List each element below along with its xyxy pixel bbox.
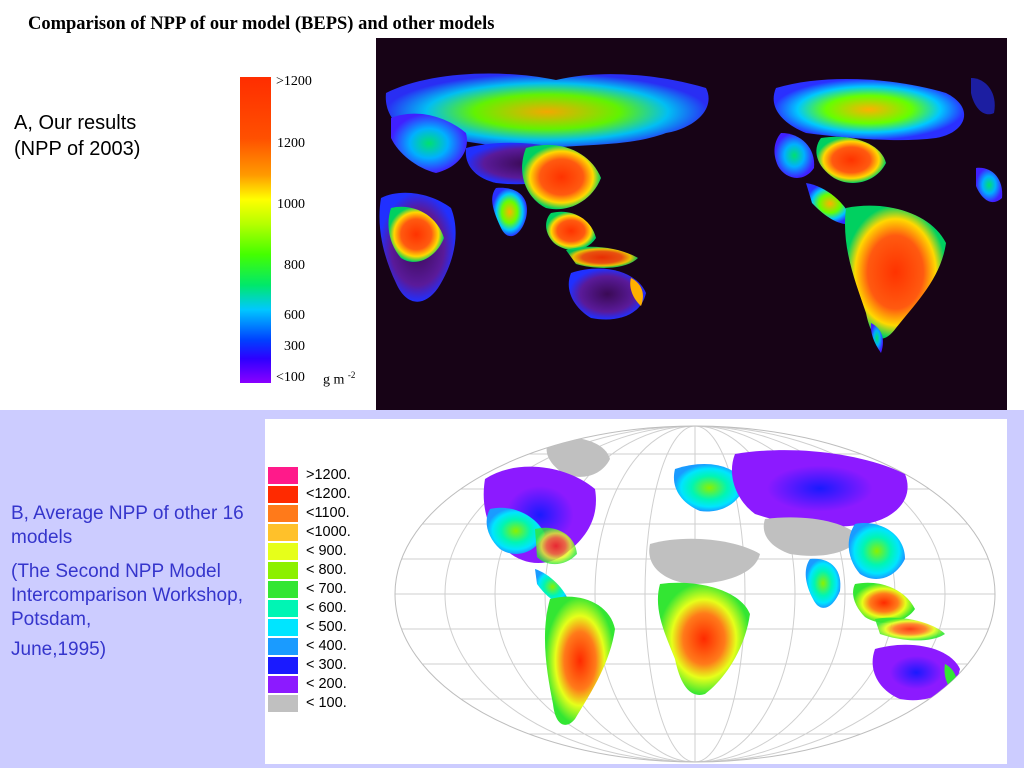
legend-swatch [268,467,298,484]
legend-swatch [268,638,298,655]
legend-swatch [268,581,298,598]
legend-swatch [268,600,298,617]
legend-swatch [268,676,298,693]
legend-label: < 700. [306,581,347,597]
legend-swatch [268,562,298,579]
panel-b-label: B, Average NPP of other 16 models (The S… [11,502,251,662]
panel-a-label: A, Our results (NPP of 2003) [14,110,140,162]
colorbar-unit-base: g m [323,372,345,388]
legend-label: < 900. [306,543,347,559]
legend-swatch [268,695,298,712]
legend-label: <1200. [306,486,351,502]
legend-label: <1100. [306,505,350,521]
colorbar-tick: 1000 [277,197,305,212]
beps-npp-map [376,38,1007,410]
legend-label: < 500. [306,619,347,635]
legend-swatch [268,657,298,674]
colorbar-tick: 300 [284,339,305,354]
legend-swatch [268,486,298,503]
legend-label: >1200. [306,467,351,483]
legend-swatch [268,619,298,636]
potsdam-npp-map [265,419,1007,764]
panel-b-label-line1: B, Average NPP of other 16 models [11,503,244,548]
potsdam-npp-map-graphic [394,425,996,763]
panel-a-label-line1: A, Our results [14,112,137,134]
legend-label: < 400. [306,638,347,654]
colorbar-tick: 1200 [277,136,305,151]
legend-label: < 100. [306,695,347,711]
legend-swatch [268,524,298,541]
beps-npp-map-graphic [379,73,1003,353]
colorbar-tick: <100 [276,370,305,385]
slide-title: Comparison of NPP of our model (BEPS) an… [28,14,495,34]
panel-b-label-line2: (The Second NPP Model Intercomparison Wo… [11,561,243,630]
colorbar-tick: 600 [284,308,305,323]
legend-label: < 300. [306,657,347,673]
colorbar-unit: g m -2 [323,370,355,389]
panel-b-label-line3: June,1995) [11,639,107,660]
colorbar-tick: 800 [284,258,305,273]
panel-a-colorbar [240,77,271,383]
legend-label: < 800. [306,562,347,578]
colorbar-tick: >1200 [276,74,312,89]
panel-a-label-line2: (NPP of 2003) [14,138,141,160]
legend-label: < 200. [306,676,347,692]
legend-label: < 600. [306,600,347,616]
legend-swatch [268,543,298,560]
legend-swatch [268,505,298,522]
colorbar-unit-exponent: -2 [347,370,356,380]
legend-label: <1000. [306,524,351,540]
